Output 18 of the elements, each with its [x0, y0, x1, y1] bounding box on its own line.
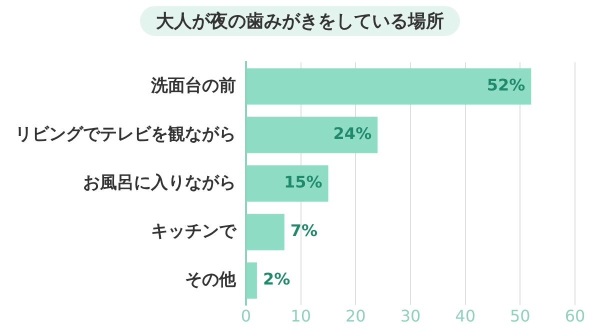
y-tick-label: キッチンで: [151, 221, 237, 242]
x-tick-label: 50: [510, 306, 530, 326]
x-tick-label: 60: [564, 306, 586, 326]
x-tick-label: 30: [400, 306, 421, 326]
y-tick-label: お風呂に入りながら: [83, 172, 236, 193]
x-tick-label: 40: [455, 306, 476, 326]
data-label: 2%: [262, 270, 290, 289]
y-tick-label: その他: [185, 270, 237, 290]
x-tick-label: 20: [345, 306, 366, 326]
x-tick-label: 10: [290, 306, 312, 326]
data-label: 7%: [290, 221, 318, 240]
data-label: 52%: [486, 76, 526, 95]
y-tick-label: 洗面台の前: [150, 76, 236, 96]
data-label: 15%: [284, 172, 322, 192]
data-label: 24%: [333, 124, 372, 144]
chart-title: 大人が夜の歯みがきをしている場所: [140, 6, 460, 36]
x-tick-label: 0: [240, 306, 252, 326]
y-tick-label: リビングでテレビを観ながら: [15, 124, 236, 144]
